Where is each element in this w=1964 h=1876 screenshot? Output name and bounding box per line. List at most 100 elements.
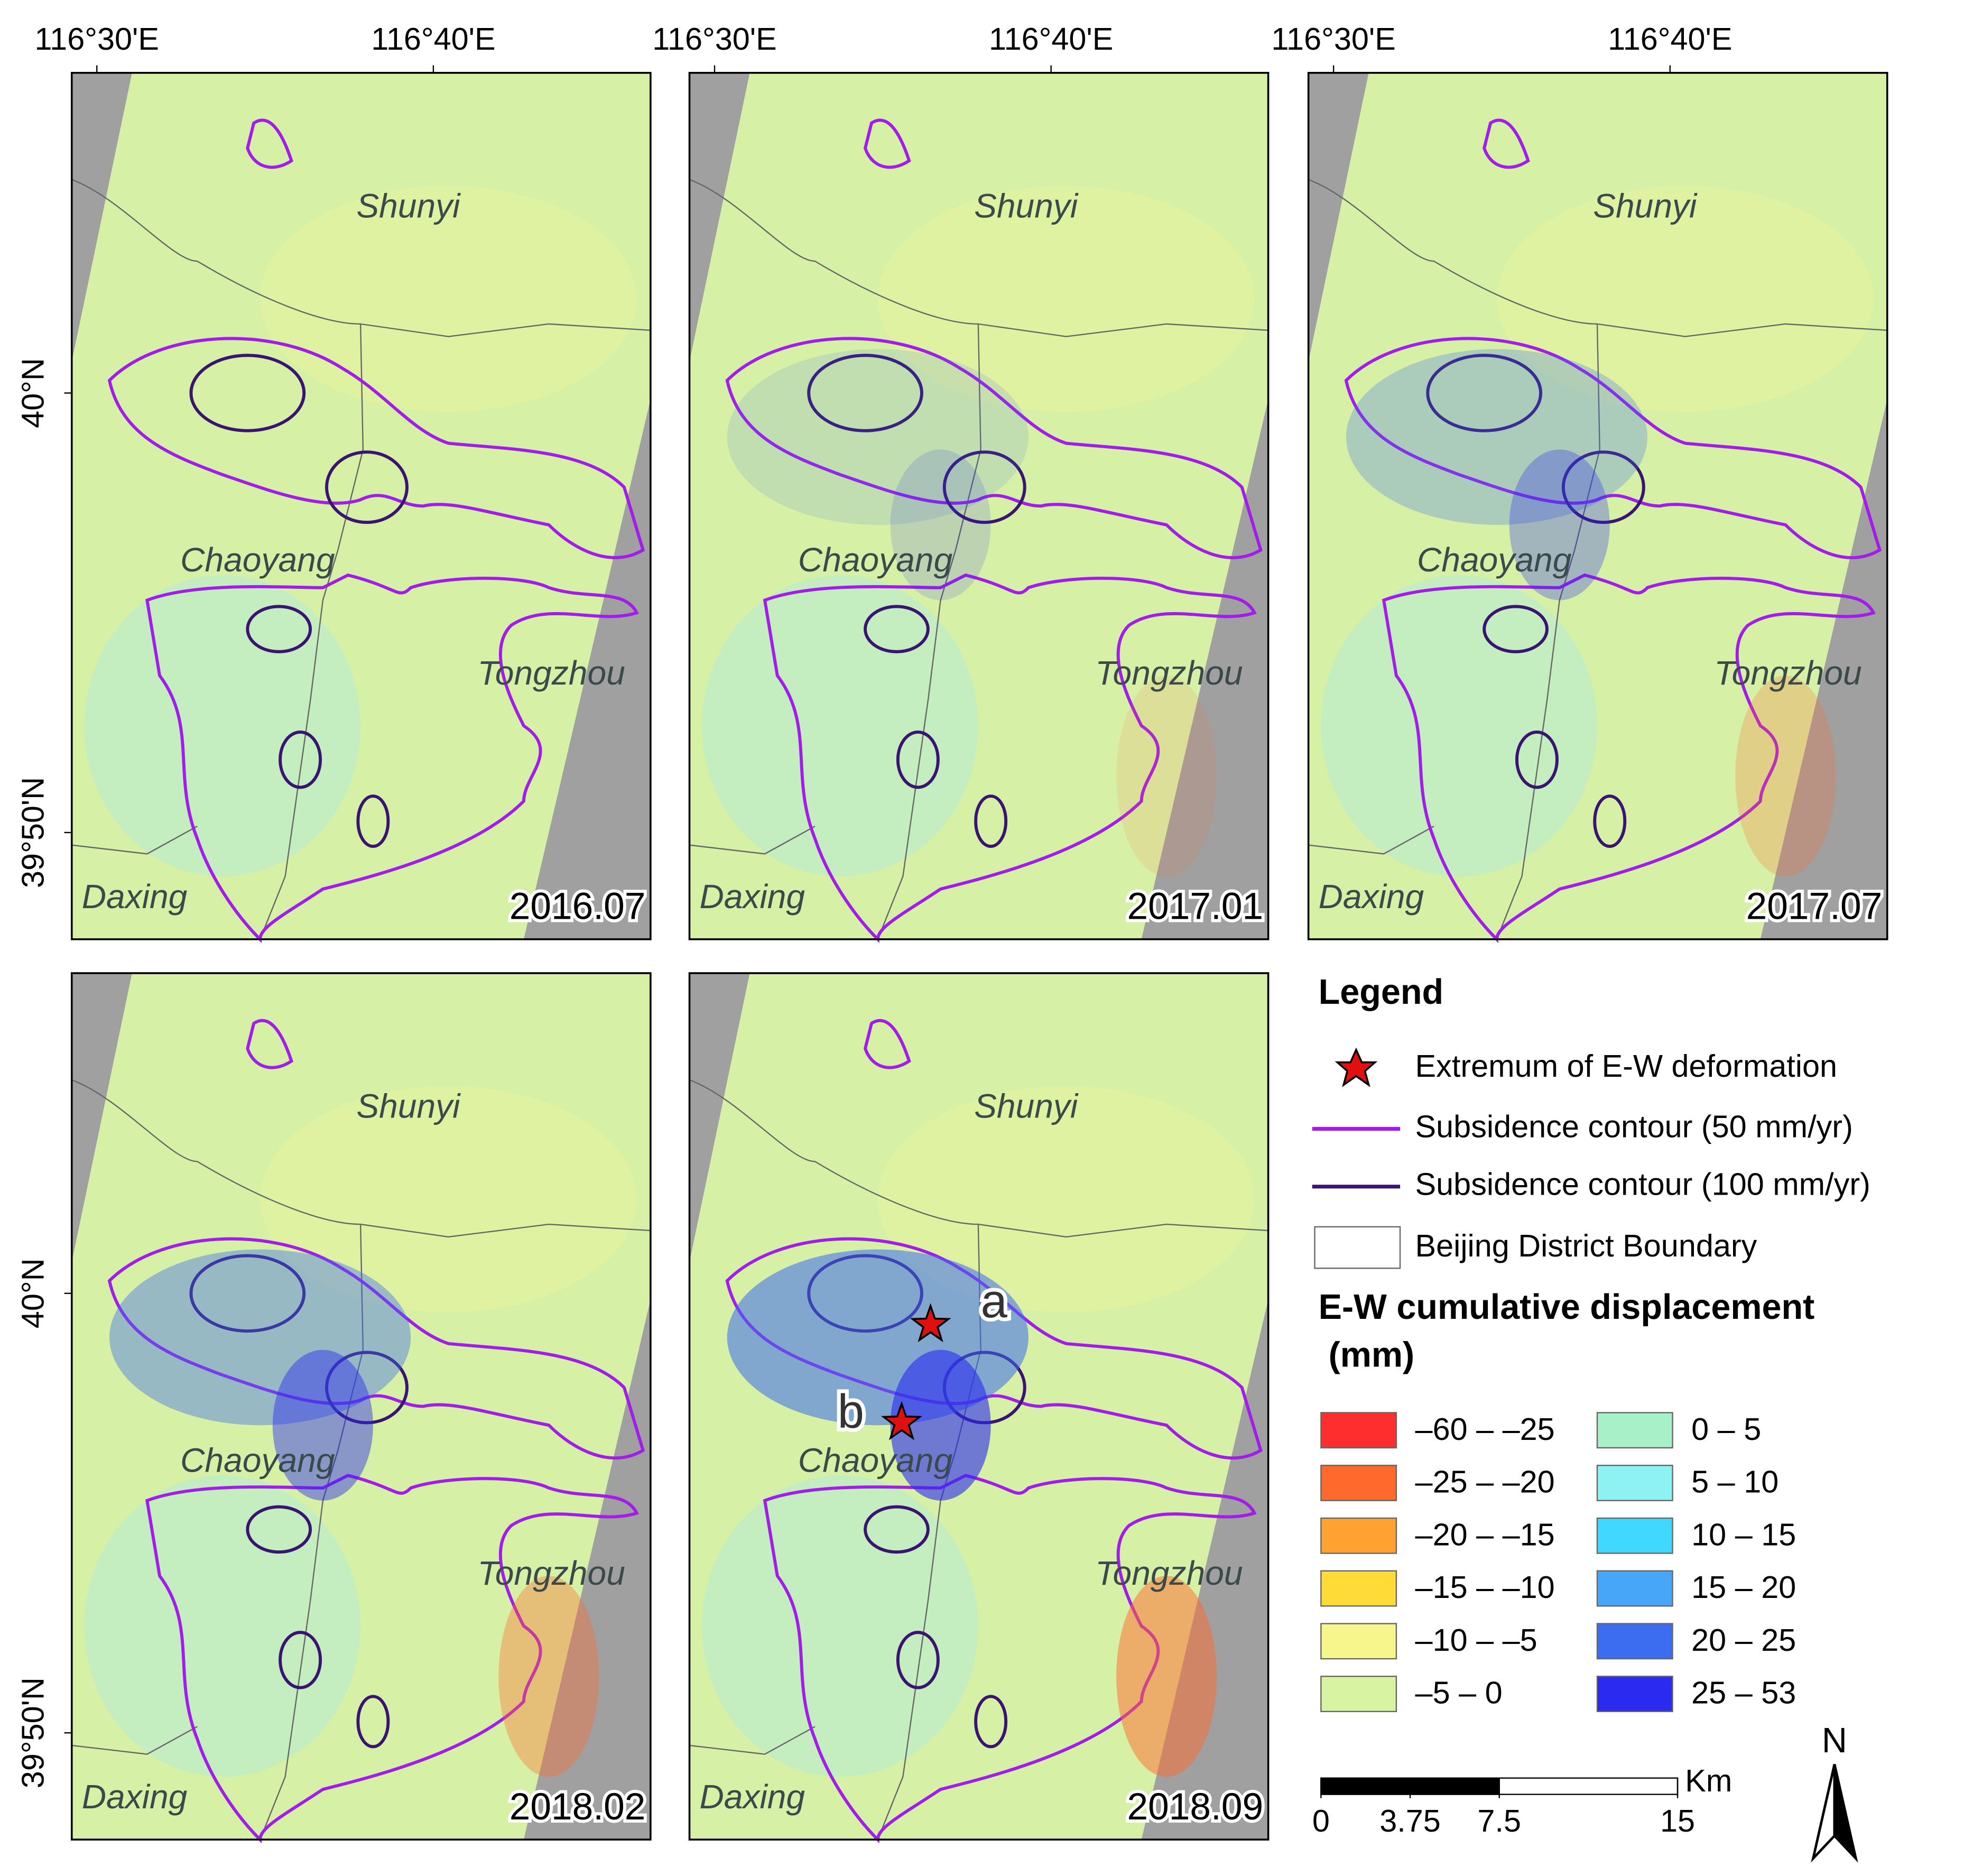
deformation-shade xyxy=(1509,449,1610,600)
district-label: Shunyi xyxy=(974,187,1079,225)
lat-label: 40°N xyxy=(15,1258,51,1328)
panel-frame xyxy=(688,71,1270,940)
extremum-star xyxy=(881,1401,923,1440)
district-label: Tongzhou xyxy=(478,654,625,692)
legend-box xyxy=(1314,1226,1401,1269)
north-arrow-right xyxy=(1833,1764,1858,1863)
district-label: Tongzhou xyxy=(1095,654,1243,692)
class-label: 0 – 5 xyxy=(1691,1411,1761,1447)
district-label: Tongzhou xyxy=(1714,654,1861,692)
legend-item: Extremum of E-W deformation xyxy=(1415,1048,1838,1084)
panel-date: 2016.07 xyxy=(509,885,646,928)
deformation-shade xyxy=(272,1350,373,1501)
class-label: –5 – 0 xyxy=(1415,1675,1503,1711)
class-label: 15 – 20 xyxy=(1691,1569,1796,1605)
panel-frame xyxy=(70,972,652,1841)
colorbar-title: (mm) xyxy=(1329,1335,1415,1374)
map-panel: Shunyi Chaoyang Tongzhou Daxing 2017.07 xyxy=(1307,65,1888,940)
class-label: 20 – 25 xyxy=(1691,1622,1796,1658)
panel-date: 2017.01 xyxy=(1127,885,1264,928)
deformation-shade xyxy=(1735,676,1836,877)
star-label: b xyxy=(838,1385,864,1438)
class-swatch xyxy=(1596,1465,1673,1501)
lon-label: 116°40'E xyxy=(1608,21,1732,57)
class-label: –25 – –20 xyxy=(1415,1464,1555,1500)
district-label: Daxing xyxy=(699,1778,805,1816)
scale-segment xyxy=(1498,1777,1679,1795)
legend-title: Legend xyxy=(1319,973,1443,1012)
panel-date: 2018.09 xyxy=(1127,1786,1264,1828)
district-label: Shunyi xyxy=(356,1087,461,1125)
legend-item: Beijing District Boundary xyxy=(1415,1228,1757,1263)
class-swatch xyxy=(1596,1517,1673,1554)
north-arrow: N xyxy=(1811,1721,1858,1863)
class-swatch xyxy=(1320,1676,1397,1712)
map-panel: Shunyi Chaoyang Tongzhou Daxing 2016.07 xyxy=(64,65,652,940)
class-swatch xyxy=(1320,1570,1397,1607)
lon-label: 116°40'E xyxy=(989,21,1113,57)
lat-label: 40°N xyxy=(15,358,51,428)
panel-frame xyxy=(688,972,1270,1841)
star-symbol xyxy=(1335,1047,1378,1087)
district-label: Daxing xyxy=(82,877,188,916)
map-panel: Shunyi Chaoyang Tongzhou Daxing 2018.02 xyxy=(64,973,651,1840)
district-label: Tongzhou xyxy=(1095,1554,1243,1592)
class-swatch xyxy=(1596,1570,1673,1607)
district-label: Daxing xyxy=(1319,877,1424,916)
class-swatch xyxy=(1320,1465,1397,1501)
lon-label: 116°40'E xyxy=(371,21,495,57)
class-label: –20 – –15 xyxy=(1415,1517,1555,1552)
class-label: –15 – –10 xyxy=(1415,1569,1555,1605)
district-label: Shunyi xyxy=(356,187,461,225)
district-label: Chaoyang xyxy=(180,1441,335,1479)
class-swatch xyxy=(1320,1517,1397,1554)
class-label: 25 – 53 xyxy=(1691,1675,1796,1711)
scale-tick-label: 15 xyxy=(1660,1803,1695,1838)
deformation-shade xyxy=(890,449,991,600)
district-label: Daxing xyxy=(699,877,805,916)
deformation-shade xyxy=(727,349,1029,525)
district-label: Shunyi xyxy=(974,1087,1079,1125)
district-label: Chaoyang xyxy=(798,1441,953,1479)
panel-date: 2018.02 xyxy=(509,1786,646,1828)
extremum-star xyxy=(910,1303,951,1343)
scale-bar: 0 3.75 7.5 15 Km xyxy=(1312,1763,1732,1838)
north-arrow-left xyxy=(1811,1764,1836,1863)
colorbar-title: E-W cumulative displacement xyxy=(1319,1288,1815,1327)
lon-label: 116°30'E xyxy=(652,21,776,57)
legend: Legend Extremum of E-W deformation Subsi… xyxy=(1312,973,1870,1712)
scale-unit: Km xyxy=(1685,1763,1732,1798)
district-label: Tongzhou xyxy=(478,1554,625,1592)
lat-label: 39°50'N xyxy=(15,1677,51,1788)
district-label: Shunyi xyxy=(1593,187,1698,225)
deformation-shade xyxy=(109,1249,411,1426)
district-label: Daxing xyxy=(82,1778,188,1816)
class-swatch xyxy=(1320,1623,1397,1660)
deformation-shade xyxy=(1116,676,1217,877)
lon-label: 116°30'E xyxy=(1271,21,1395,57)
panel-date: 2017.07 xyxy=(1746,885,1883,928)
deformation-shade xyxy=(1116,1576,1217,1777)
district-label: Chaoyang xyxy=(180,541,335,579)
class-swatch xyxy=(1596,1623,1673,1660)
district-label: Chaoyang xyxy=(1417,541,1572,579)
class-swatch xyxy=(1320,1412,1397,1449)
class-label: 10 – 15 xyxy=(1691,1517,1796,1552)
deformation-shade xyxy=(890,1350,991,1501)
lon-label: 116°30'E xyxy=(35,21,159,57)
panel-frame xyxy=(1307,71,1888,940)
deformation-shade xyxy=(1346,349,1648,525)
legend-item: Subsidence contour (100 mm/yr) xyxy=(1415,1167,1870,1202)
panel-frame xyxy=(70,71,652,940)
class-label: –10 – –5 xyxy=(1415,1622,1537,1658)
scale-tick-label: 0 xyxy=(1312,1803,1330,1838)
class-swatch xyxy=(1596,1412,1673,1449)
class-label: 5 – 10 xyxy=(1691,1464,1778,1500)
deformation-shade xyxy=(498,1576,599,1777)
map-panel: Shunyi Chaoyang Tongzhou Daxing 2017.01 xyxy=(688,65,1270,940)
district-label: Chaoyang xyxy=(798,541,953,579)
star-label: a xyxy=(981,1274,1008,1328)
class-label: –60 – –25 xyxy=(1415,1411,1555,1447)
